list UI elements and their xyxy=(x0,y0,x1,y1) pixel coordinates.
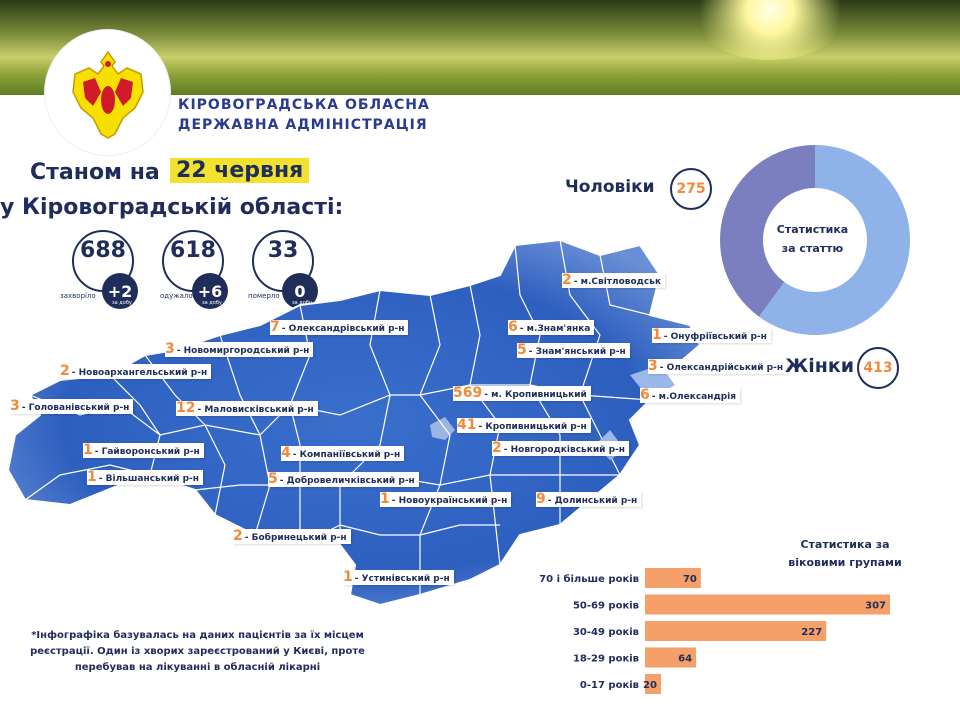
deaths-delta: 0 xyxy=(282,273,318,309)
recovered-label: одужало xyxy=(160,292,193,300)
admin-title-line1: КІРОВОГРАДСЬКА ОБЛАСНА xyxy=(178,97,430,113)
age-bar xyxy=(645,568,701,588)
status-date: 22 червня xyxy=(170,158,310,183)
age-bar xyxy=(645,621,827,641)
age-category-label: 50-69 років xyxy=(573,601,639,612)
deaths-sub: за добу xyxy=(292,300,312,306)
district-label: 2- м.Світловодськ xyxy=(562,273,666,288)
confirmed-sub: за добу xyxy=(112,300,132,306)
age-bar-chart: 70 70 і більше років 307 50-69 років 227 30-4… xyxy=(539,568,890,694)
donut-title-line1: Статистика xyxy=(776,223,849,236)
district-label: 1- Новоукраїнський р-н xyxy=(380,492,512,507)
district-label: 569- м. Кропивницький xyxy=(453,386,591,401)
kropyvnytskyi-city-area xyxy=(430,417,455,440)
gender-donut-chart xyxy=(720,145,910,335)
recovered-sub: за добу xyxy=(202,300,222,306)
men-count: 275 xyxy=(670,168,712,210)
confirmed-delta: +2 xyxy=(102,273,138,309)
age-bar xyxy=(645,674,661,694)
district-label: 1- Вільшанський р-н xyxy=(87,470,203,485)
age-bar-value: 307 xyxy=(865,601,886,612)
district-label: 1- Устинівський р-н xyxy=(343,570,454,585)
status-prefix: Станом на xyxy=(30,160,160,185)
age-bar xyxy=(645,594,890,615)
donut-title: Статистика за статтю xyxy=(765,220,860,258)
deaths-count: 33 xyxy=(252,230,314,292)
oblast-outline xyxy=(6,238,702,607)
district-label: 3- Голованівський р-н xyxy=(10,399,134,414)
sun-glow xyxy=(690,0,850,60)
region-heading: у Кіровоградській області: xyxy=(0,195,344,220)
district-label: 2- Новгородківський р-н xyxy=(492,441,629,456)
age-bar-value: 227 xyxy=(801,627,822,638)
age-category-label: 70 і більше років xyxy=(539,573,639,585)
district-label: 5- Добровеличківський р-н xyxy=(268,472,419,487)
district-label: 7- Олександрівський р-н xyxy=(270,320,409,335)
district-label: 6- м.Знам'янка xyxy=(508,320,595,335)
district-label: 2- Новоархангельський р-н xyxy=(60,364,212,379)
deaths-label: померло xyxy=(248,292,280,300)
district-label: 9- Долинський р-н xyxy=(536,492,642,507)
district-label: 3- Новомиргородський р-н xyxy=(165,342,314,357)
district-label: 41- Кропивницький р-н xyxy=(457,418,591,433)
district-label: 12- Маловисківський р-н xyxy=(176,401,318,416)
recovered-delta: +6 xyxy=(192,273,228,309)
donut-hole xyxy=(763,188,867,292)
age-bar-value: 70 xyxy=(683,574,697,585)
district-label: 1- Онуфріївський р-н xyxy=(652,328,771,343)
age-chart-title: Статистика за віковими групами xyxy=(780,536,910,572)
age-title-line2: віковими групами xyxy=(788,556,902,569)
confirmed-label: захворіло xyxy=(60,292,96,300)
men-label: Чоловіки xyxy=(565,177,655,197)
age-title-line1: Статистика за xyxy=(800,538,890,551)
women-label: Жінки xyxy=(785,355,855,377)
age-bar xyxy=(645,647,697,668)
donut-title-line2: за статтю xyxy=(781,242,844,255)
age-category-label: 18-29 років xyxy=(573,654,639,665)
district-label: 2- Бобринецький р-н xyxy=(233,529,351,544)
eagle-emblem-icon xyxy=(72,50,144,139)
age-category-label: 0-17 років xyxy=(580,680,639,691)
district-label: 3- Олександрійський р-н xyxy=(648,359,788,374)
women-count: 413 xyxy=(857,347,899,389)
district-label: 5- Знам'янський р-н xyxy=(517,343,630,358)
logo-badge xyxy=(45,30,170,155)
footnote: *Інфографіка базувалась на даних пацієнт… xyxy=(30,630,365,673)
age-category-label: 30-49 років xyxy=(573,627,639,638)
district-label: 6- м.Олександрія xyxy=(640,388,741,403)
age-bar-value: 20 xyxy=(643,680,657,691)
age-bar-value: 64 xyxy=(678,654,692,665)
district-label: 4- Компаніївський р-н xyxy=(281,446,405,461)
district-label: 1- Гайворонський р-н xyxy=(83,443,204,458)
admin-title-line2: ДЕРЖАВНА АДМІНІСТРАЦІЯ xyxy=(178,117,428,133)
